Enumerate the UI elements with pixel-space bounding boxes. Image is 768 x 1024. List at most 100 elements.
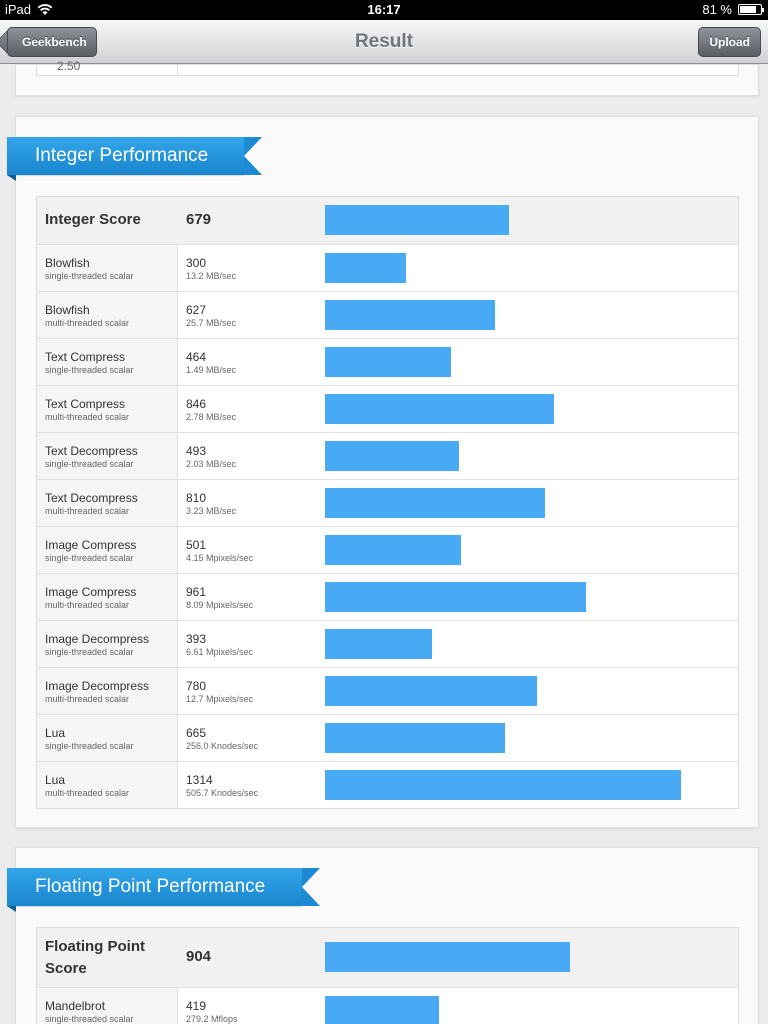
benchmark-bar: [325, 394, 554, 424]
benchmark-name: Blowfish: [45, 256, 90, 270]
benchmark-rate: 8.09 Mpixels/sec: [186, 600, 254, 610]
benchmark-name: Mandelbrot: [45, 999, 106, 1013]
benchmark-score: 501: [186, 538, 207, 552]
benchmark-mode: single-threaded scalar: [45, 1014, 134, 1024]
benchmark-bar: [325, 629, 432, 659]
benchmark-mode: single-threaded scalar: [45, 365, 134, 375]
benchmark-name-cell: Text Decompress single-threaded scalar: [37, 433, 178, 479]
floating-point-score-row[interactable]: Floating Point Score 904: [37, 928, 738, 987]
benchmark-row[interactable]: Text Decompress multi-threaded scalar 810 3…: [37, 479, 738, 526]
benchmark-name-cell: Image Compress multi-threaded scalar: [37, 574, 178, 620]
upload-button[interactable]: Upload: [698, 27, 761, 57]
navigation-bar: Result Upload: [0, 20, 768, 64]
benchmark-name: Text Compress: [45, 350, 126, 364]
floating-point-performance-card: Floating Point Performance Floating Poin…: [7, 847, 759, 1024]
benchmark-row[interactable]: Blowfish single-threaded scalar 300 13.2 MB…: [37, 244, 738, 291]
benchmark-row[interactable]: Text Decompress single-threaded scalar 493…: [37, 432, 738, 479]
benchmark-name-cell: Lua single-threaded scalar: [37, 715, 178, 761]
score-value: 904: [186, 948, 212, 965]
benchmark-score: 780: [186, 679, 207, 693]
benchmark-name: Blowfish: [45, 303, 90, 317]
score-bar: [325, 205, 509, 235]
benchmark-rate: 1.49 MB/sec: [186, 365, 237, 375]
benchmark-mode: single-threaded scalar: [45, 271, 134, 281]
device-label: iPad: [5, 2, 32, 17]
benchmark-row[interactable]: Mandelbrot single-threaded scalar 419 279.2…: [37, 987, 738, 1024]
benchmark-bar: [325, 253, 406, 283]
benchmark-rate: 2.78 MB/sec: [186, 412, 237, 422]
score-bar: [325, 942, 570, 972]
benchmark-score: 300: [186, 256, 207, 270]
benchmark-name: Text Compress: [45, 397, 126, 411]
clock: 16:17: [367, 2, 401, 17]
page-title: Result: [354, 31, 414, 52]
benchmark-score: 464: [186, 350, 207, 364]
cut-off-value: 2.50: [57, 59, 81, 73]
benchmark-name-cell: Image Compress single-threaded scalar: [37, 527, 178, 573]
benchmark-name-cell: Image Decompress single-threaded scalar: [37, 621, 178, 667]
benchmark-score: 627: [186, 303, 207, 317]
benchmark-mode: multi-threaded scalar: [45, 318, 130, 328]
benchmark-bar: [325, 488, 545, 518]
benchmark-score: 419: [186, 999, 207, 1013]
benchmark-mode: single-threaded scalar: [45, 553, 134, 563]
benchmark-rate: 2.03 MB/sec: [186, 459, 237, 469]
integer-results-table: Integer Score 679 Blowfish single-threade…: [36, 196, 739, 809]
benchmark-name: Text Decompress: [45, 444, 138, 458]
benchmark-mode: multi-threaded scalar: [45, 600, 130, 610]
benchmark-name-cell: Blowfish single-threaded scalar: [37, 245, 178, 291]
benchmark-bar: [325, 996, 439, 1024]
battery-percent: 81 %: [702, 2, 732, 17]
benchmark-name: Lua: [45, 773, 66, 787]
benchmark-row[interactable]: Image Compress multi-threaded scalar 961 8.…: [37, 573, 738, 620]
benchmark-row[interactable]: Lua single-threaded scalar 665 256.0 Knodes…: [37, 714, 738, 761]
benchmark-rate: 256.0 Knodes/sec: [186, 741, 259, 751]
benchmark-score: 810: [186, 491, 207, 505]
benchmark-row[interactable]: Blowfish multi-threaded scalar 627 25.7 MB/…: [37, 291, 738, 338]
benchmark-rate: 505.7 Knodes/sec: [186, 788, 259, 798]
benchmark-rate: 3.23 MB/sec: [186, 506, 237, 516]
benchmark-score: 393: [186, 632, 207, 646]
battery-icon: [738, 4, 764, 15]
benchmark-name: Image Compress: [45, 585, 137, 599]
integer-performance-card: Integer Performance Integer Score 679 Bl…: [7, 116, 759, 828]
integer-score-row[interactable]: Integer Score 679: [37, 197, 738, 244]
score-label: Integer Score: [45, 211, 141, 228]
benchmark-name: Lua: [45, 726, 66, 740]
benchmark-mode: multi-threaded scalar: [45, 412, 130, 422]
benchmark-score: 846: [186, 397, 207, 411]
benchmark-mode: multi-threaded scalar: [45, 694, 130, 704]
benchmark-rate: 13.2 MB/sec: [186, 271, 237, 281]
benchmark-rate: 4.15 Mpixels/sec: [186, 553, 254, 563]
benchmark-mode: multi-threaded scalar: [45, 788, 130, 798]
score-value: 679: [186, 211, 212, 228]
benchmark-row[interactable]: Text Compress single-threaded scalar 464 1.…: [37, 338, 738, 385]
benchmark-row[interactable]: Image Decompress single-threaded scalar 39…: [37, 620, 738, 667]
benchmark-name-cell: Blowfish multi-threaded scalar: [37, 292, 178, 338]
benchmark-bar: [325, 441, 459, 471]
back-button[interactable]: Geekbench: [7, 27, 97, 57]
benchmark-name: Image Decompress: [45, 679, 150, 693]
benchmark-bar: [325, 535, 461, 565]
benchmark-name-cell: Text Compress multi-threaded scalar: [37, 386, 178, 432]
benchmark-name-cell: Text Decompress multi-threaded scalar: [37, 480, 178, 526]
benchmark-rate: 12.7 Mpixels/sec: [186, 694, 254, 704]
benchmark-row[interactable]: Image Compress single-threaded scalar 501 4…: [37, 526, 738, 573]
section-header-integer: Integer Performance: [7, 137, 262, 181]
benchmark-bar: [325, 770, 681, 800]
benchmark-bar: [325, 582, 586, 612]
benchmark-name-cell: Text Compress single-threaded scalar: [37, 339, 178, 385]
benchmark-name-cell: Lua multi-threaded scalar: [37, 762, 178, 808]
benchmark-bar: [325, 347, 451, 377]
benchmark-mode: multi-threaded scalar: [45, 506, 130, 516]
status-bar: iPad 16:17 81 %: [0, 0, 768, 20]
benchmark-row[interactable]: Text Compress multi-threaded scalar 846 2.7…: [37, 385, 738, 432]
benchmark-mode: single-threaded scalar: [45, 647, 134, 657]
section-header-floating-point: Floating Point Performance: [7, 868, 320, 912]
previous-section-card: 2.50: [15, 59, 759, 96]
benchmark-name-cell: Image Decompress multi-threaded scalar: [37, 668, 178, 714]
previous-table: 2.50: [36, 59, 739, 76]
benchmark-row[interactable]: Lua multi-threaded scalar 1314 505.7 Knodes…: [37, 761, 738, 808]
benchmark-row[interactable]: Image Decompress multi-threaded scalar 780…: [37, 667, 738, 714]
benchmark-name-cell: Mandelbrot single-threaded scalar: [37, 988, 178, 1024]
